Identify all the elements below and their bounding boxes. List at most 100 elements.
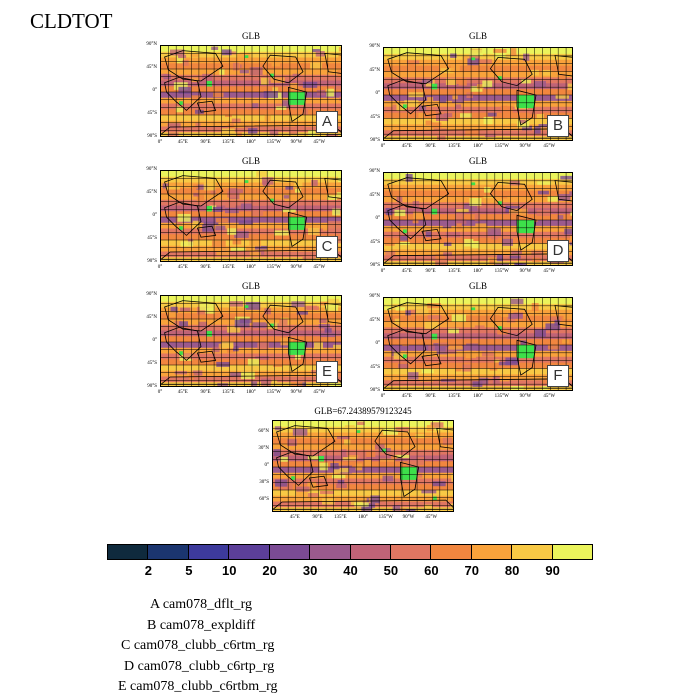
cloud-cell bbox=[448, 346, 463, 350]
cloud-cell bbox=[231, 118, 241, 124]
cloud-cell bbox=[405, 508, 416, 511]
cloud-cell bbox=[227, 191, 237, 198]
lat-tick-label: 45°N bbox=[369, 67, 380, 73]
cloud-cell bbox=[183, 353, 195, 359]
lat-tick-label: 0° bbox=[152, 213, 158, 218]
cloud-cell bbox=[427, 97, 434, 104]
lon-tick-label: 45°E bbox=[401, 144, 412, 149]
cloud-cell bbox=[236, 132, 242, 136]
legend-entry: D cam078_clubb_c6rtp_rg bbox=[124, 658, 275, 674]
cloud-cell bbox=[478, 377, 489, 385]
cloud-band bbox=[161, 63, 341, 70]
cloud-cell bbox=[501, 238, 513, 246]
lon-tick-label: 135°E bbox=[447, 144, 461, 149]
cloud-cell bbox=[233, 62, 240, 71]
cloud-cell bbox=[180, 307, 191, 312]
cloud-cell bbox=[522, 125, 532, 131]
lon-tick-label: 90°E bbox=[312, 515, 323, 520]
cloud-cell bbox=[462, 55, 469, 64]
colorbar-swatch bbox=[107, 544, 149, 560]
legend-entry: B cam078_expldiff bbox=[147, 617, 256, 633]
panel-letter-badge: E bbox=[316, 361, 338, 383]
cloud-cell bbox=[464, 239, 474, 247]
colorbar-tick-label: 40 bbox=[343, 563, 358, 578]
continent-outline bbox=[387, 79, 427, 115]
cloud-cell bbox=[391, 455, 397, 459]
cloud-cell bbox=[477, 59, 492, 64]
cloud-map-d bbox=[383, 172, 573, 266]
cloud-cell bbox=[342, 457, 357, 461]
cloud-cell bbox=[456, 77, 465, 84]
cloud-band bbox=[384, 362, 572, 369]
continent-outline bbox=[196, 225, 217, 238]
cloud-cell bbox=[318, 323, 331, 329]
lon-tick-label: 0° bbox=[157, 140, 163, 145]
continent-outline bbox=[387, 302, 450, 335]
lon-tick-label: 0° bbox=[380, 394, 386, 399]
cloud-cell bbox=[175, 106, 184, 113]
cloud-cell bbox=[227, 228, 237, 235]
cloud-cell bbox=[274, 376, 282, 381]
cloud-cell bbox=[425, 231, 432, 237]
lon-tick-label: 0° bbox=[380, 144, 386, 149]
cloud-cell bbox=[275, 106, 287, 110]
cloud-cell bbox=[282, 100, 291, 108]
cloud-cell bbox=[166, 135, 173, 136]
panel-title: GLB bbox=[242, 281, 260, 291]
cloud-cell bbox=[215, 218, 229, 223]
cloud-band bbox=[384, 89, 572, 96]
cloud-cell bbox=[485, 133, 496, 138]
lon-tick-label: 90°W bbox=[402, 515, 415, 520]
cloud-cell bbox=[481, 351, 494, 357]
cloud-cell bbox=[210, 189, 216, 195]
cloud-band bbox=[273, 455, 453, 462]
missing-data-patch bbox=[471, 57, 476, 61]
continent-outline bbox=[164, 175, 224, 207]
missing-data-patch bbox=[288, 217, 305, 230]
cloud-cell bbox=[547, 343, 560, 350]
cloud-cell bbox=[415, 433, 425, 439]
cloud-cell bbox=[197, 306, 210, 315]
cloud-cell bbox=[307, 456, 320, 460]
cloud-cell bbox=[532, 257, 540, 263]
missing-data-patch bbox=[206, 330, 212, 337]
cloud-band bbox=[161, 92, 341, 99]
cloud-cell bbox=[421, 490, 437, 494]
lon-tick-label: 0° bbox=[157, 265, 163, 270]
cloud-band bbox=[384, 368, 572, 375]
cloud-cell bbox=[311, 179, 318, 186]
missing-data-patch bbox=[270, 198, 274, 203]
continent-outline bbox=[489, 306, 533, 337]
cloud-band bbox=[384, 178, 572, 186]
cloud-cell bbox=[332, 208, 341, 216]
cloud-cell bbox=[192, 370, 203, 376]
panel-title: GLB=67.24389579123245 bbox=[314, 406, 412, 416]
cloud-cell bbox=[413, 211, 425, 219]
cloud-cell bbox=[384, 242, 395, 246]
colorbar-swatch bbox=[268, 544, 311, 560]
cloud-cell bbox=[567, 83, 572, 91]
cloud-band bbox=[384, 124, 572, 131]
cloud-cell bbox=[216, 247, 230, 256]
lon-tick-label: 180° bbox=[246, 265, 256, 270]
cloud-cell bbox=[178, 54, 187, 59]
lat-tick-label: 90°N bbox=[146, 42, 157, 47]
cloud-cell bbox=[521, 79, 532, 84]
cloud-cell bbox=[515, 390, 521, 391]
cloud-cell bbox=[364, 459, 372, 466]
cloud-band bbox=[384, 345, 572, 352]
cloud-band bbox=[384, 309, 572, 317]
lat-tick-label: 45°S bbox=[370, 364, 380, 370]
cloud-band bbox=[161, 199, 341, 206]
cloud-cell bbox=[534, 329, 546, 337]
cloud-cell bbox=[474, 213, 481, 222]
cloud-cell bbox=[294, 188, 302, 193]
colorbar-swatch bbox=[470, 544, 513, 560]
missing-data-patch bbox=[270, 73, 274, 78]
cloud-cell bbox=[443, 242, 452, 246]
lat-tick-label: 30°S bbox=[259, 480, 269, 486]
cloud-cell bbox=[285, 186, 294, 190]
cloud-cell bbox=[439, 95, 447, 103]
cloud-band bbox=[384, 118, 572, 125]
cloud-cell bbox=[436, 350, 448, 355]
